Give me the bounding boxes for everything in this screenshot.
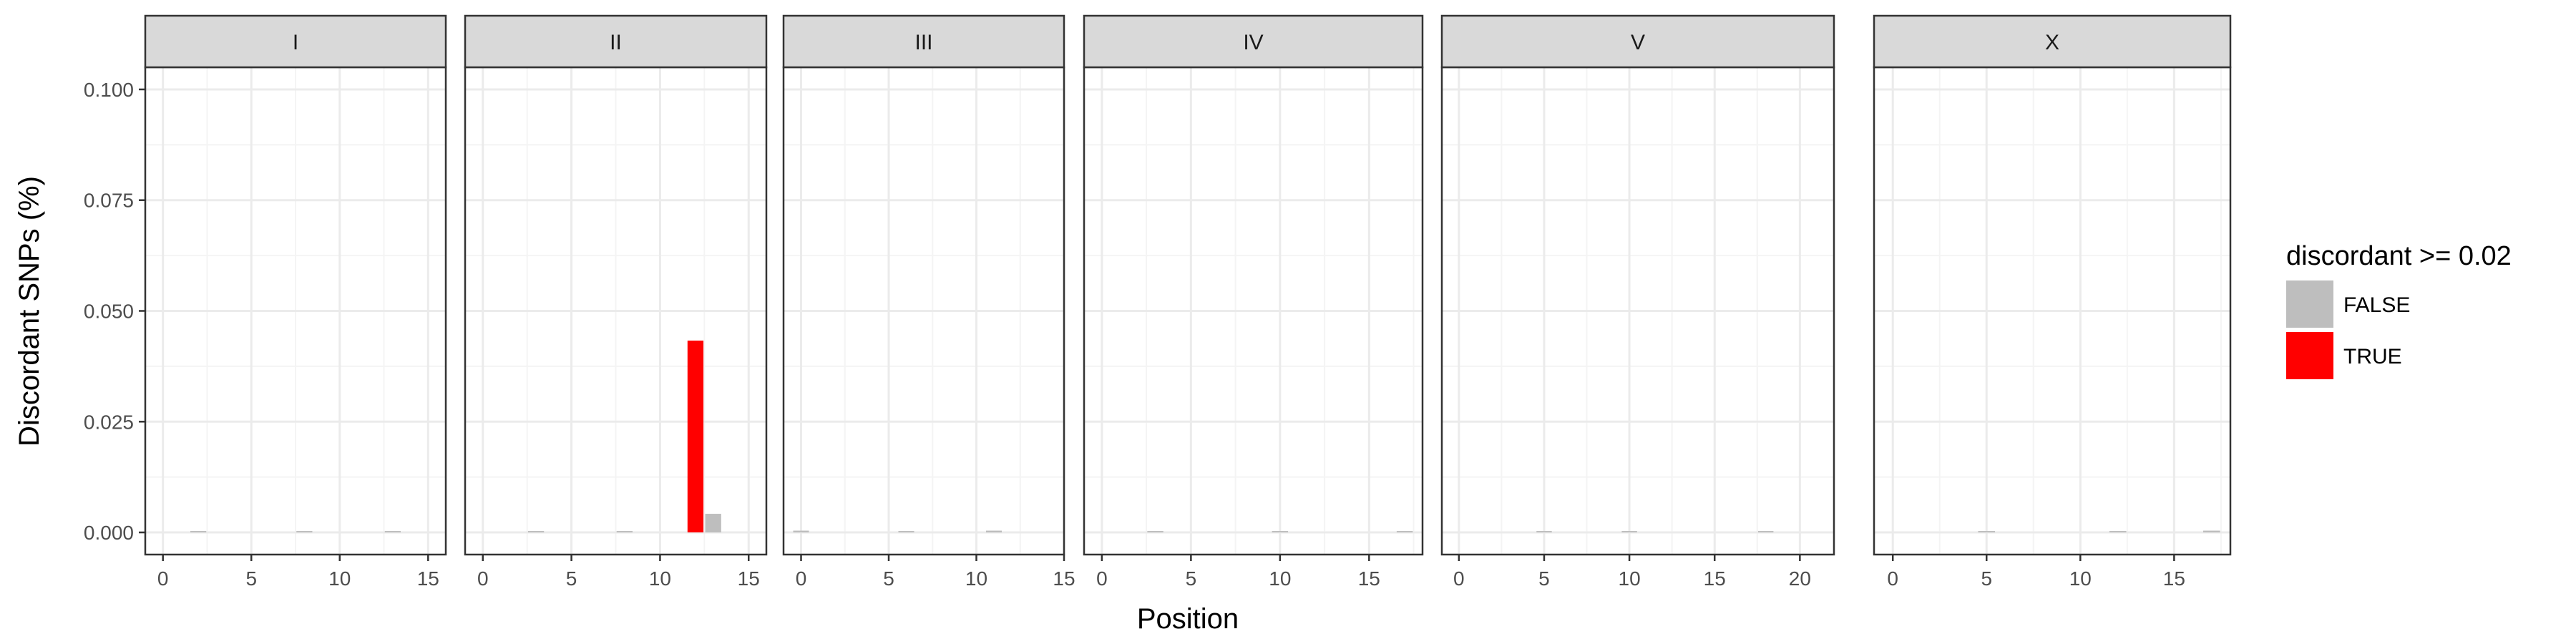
legend-label-false: FALSE [2343, 293, 2410, 317]
bar-iii-0 [793, 530, 809, 533]
bar-iv-17 [1396, 531, 1413, 533]
facet-strip [1873, 14, 2232, 69]
facet-panels: I 0 5 10 15 II 0 5 10 15 III 0 5 10 15 IV 0 5 10 15 V 0 5 10 15 2… [144, 14, 2232, 590]
x-tick-label: 15 [1704, 567, 1726, 590]
x-tick-label: 15 [1053, 567, 1075, 590]
x-tick-label: 5 [883, 567, 894, 590]
x-tick-label: 5 [1186, 567, 1197, 590]
x-tick-label: 0 [796, 567, 807, 590]
bar-v-10 [1621, 531, 1637, 533]
bar-v-5 [1536, 531, 1552, 533]
facet-panel-iii: III 0 5 10 15 [782, 14, 1075, 590]
x-tick-label: 10 [2069, 567, 2092, 590]
x-tick-label: 10 [1619, 567, 1641, 590]
bar-iv-10 [1272, 531, 1289, 533]
bar-ii-8 [616, 531, 633, 533]
x-tick-label: 0 [1453, 567, 1465, 590]
y-tick-label: 0.025 [84, 411, 134, 433]
y-tick-label: 0.075 [84, 190, 134, 212]
facet-strip-label: III [914, 31, 932, 54]
x-axis-title: Position [1137, 603, 1239, 635]
x-tick-label: 5 [1981, 567, 1992, 590]
x-tick-label: 10 [328, 567, 351, 590]
x-tick-label: 15 [1358, 567, 1380, 590]
legend-key-true [2286, 332, 2333, 379]
bar-x-12 [2109, 531, 2127, 533]
facet-panel-ii: II 0 5 10 15 [464, 14, 768, 590]
facet-strip-label: IV [1243, 31, 1263, 54]
facet-strip-label: V [1631, 31, 1645, 54]
facet-panel-x: X 0 5 10 15 [1873, 14, 2232, 590]
legend-title: discordant >= 0.02 [2286, 241, 2512, 271]
x-tick-label: 5 [1538, 567, 1550, 590]
legend: discordant >= 0.02 FALSE TRUE [2286, 241, 2512, 379]
x-tick-label: 0 [1887, 567, 1898, 590]
facet-strip [782, 14, 1065, 69]
x-tick-label: 15 [738, 567, 760, 590]
facet-panel-v: V 0 5 10 15 20 [1440, 14, 1835, 590]
legend-key-false [2286, 280, 2333, 328]
facet-strip [464, 14, 768, 69]
facet-strip [1083, 14, 1424, 69]
bar-i-13 [384, 531, 401, 533]
bar-i-2 [190, 531, 207, 533]
x-tick-label: 10 [649, 567, 671, 590]
facet-strip [1440, 14, 1835, 69]
x-tick-label: 0 [1096, 567, 1108, 590]
bar-ii-13 [705, 514, 721, 533]
x-tick-label: 0 [477, 567, 489, 590]
bar-ii-12 [687, 340, 704, 533]
x-tick-label: 15 [2163, 567, 2185, 590]
bar-x-5 [1978, 531, 1996, 533]
x-tick-label: 5 [566, 567, 577, 590]
bar-iii-6 [898, 531, 914, 533]
facet-strip-label: X [2045, 31, 2059, 54]
x-tick-label: 10 [965, 567, 987, 590]
bar-v-18 [1757, 531, 1774, 533]
bar-iii-11 [985, 530, 1002, 533]
bar-ii-3 [527, 531, 545, 533]
x-tick-label: 5 [245, 567, 257, 590]
x-tick-label: 10 [1269, 567, 1291, 590]
facet-strip-label: I [293, 31, 298, 54]
y-tick-label: 0.100 [84, 79, 134, 101]
x-tick-label: 0 [157, 567, 169, 590]
x-tick-label: 15 [417, 567, 439, 590]
x-tick-label: 20 [1789, 567, 1811, 590]
bar-iv-3 [1147, 531, 1163, 533]
bar-i-8 [296, 531, 313, 533]
y-axis-title: Discordant SNPs (%) [14, 176, 45, 447]
facet-panel-iv: IV 0 5 10 15 [1083, 14, 1424, 590]
y-tick-label: 0.050 [84, 301, 134, 323]
facet-strip [144, 14, 447, 69]
y-axis: 0.000 0.025 0.050 0.075 0.100 [84, 79, 145, 544]
y-tick-label: 0.000 [84, 522, 134, 544]
bar-x-17 [2202, 530, 2220, 533]
facet-panel-i: I 0 5 10 15 [144, 14, 447, 590]
legend-label-true: TRUE [2343, 345, 2402, 369]
facet-strip-label: II [610, 31, 622, 54]
